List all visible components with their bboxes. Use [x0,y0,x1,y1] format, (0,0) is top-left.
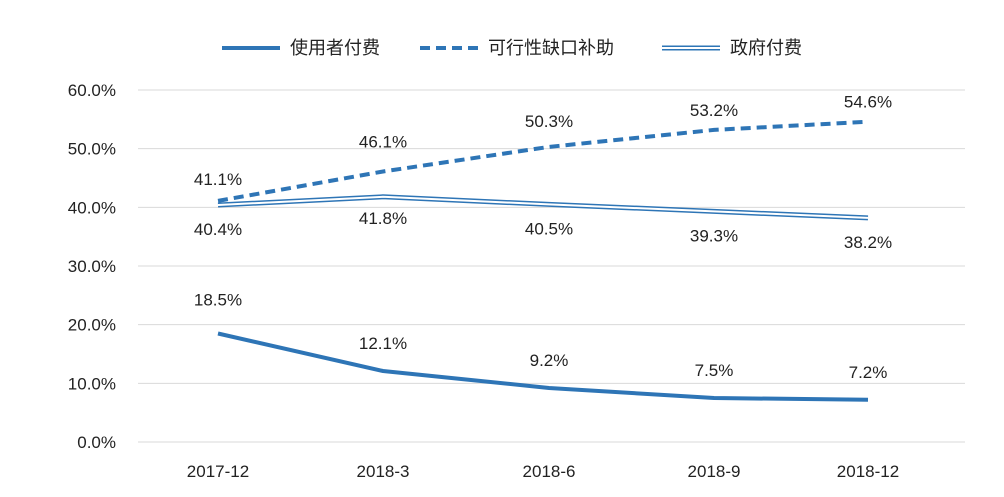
y-tick-label: 50.0% [68,140,116,159]
data-label: 12.1% [359,334,407,353]
x-tick-label: 2018-12 [837,462,899,481]
legend-label: 可行性缺口补助 [488,38,614,58]
data-label: 53.2% [690,101,738,120]
y-tick-label: 60.0% [68,81,116,100]
data-label: 39.3% [690,226,738,245]
legend-item: 使用者付费 [222,38,380,58]
data-label: 38.2% [844,233,892,252]
y-tick-label: 40.0% [68,198,116,217]
data-labels: 18.5% 12.1% 9.2% 7.5% 7.2% 41.1% 46.1% 50.3% 53.… [194,93,892,382]
data-label: 50.3% [525,112,573,131]
data-label: 40.5% [525,219,573,238]
data-label: 41.1% [194,170,242,189]
data-label: 40.4% [194,220,242,239]
legend-item: 可行性缺口补助 [420,38,614,58]
data-label: 46.1% [359,133,407,152]
x-tick-label: 2018-6 [523,462,576,481]
legend-label: 使用者付费 [290,38,380,58]
x-tick-label: 2017-12 [187,462,249,481]
data-label: 41.8% [359,209,407,228]
data-label: 18.5% [194,290,242,309]
data-label: 54.6% [844,93,892,112]
y-tick-label: 10.0% [68,374,116,393]
x-axis-ticks: 2017-12 2018-3 2018-6 2018-9 2018-12 [187,462,899,481]
y-tick-label: 0.0% [77,433,116,452]
legend-label: 政府付费 [730,38,802,58]
data-label: 7.2% [849,363,888,382]
data-label: 9.2% [530,351,569,370]
y-axis-ticks: 0.0% 10.0% 20.0% 30.0% 40.0% 50.0% 60.0% [68,81,116,452]
series-line-viability-gap [218,122,868,201]
y-tick-label: 30.0% [68,257,116,276]
data-label: 7.5% [695,361,734,380]
x-tick-label: 2018-9 [688,462,741,481]
x-tick-label: 2018-3 [357,462,410,481]
legend: 使用者付费 可行性缺口补助 政府付费 [222,38,802,58]
y-tick-label: 20.0% [68,316,116,335]
legend-item: 政府付费 [662,38,802,58]
